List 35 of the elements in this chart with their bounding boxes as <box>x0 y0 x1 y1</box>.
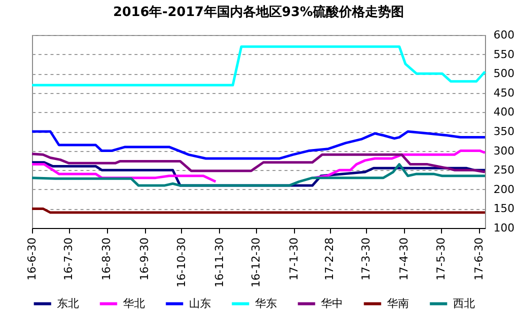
x-tick-label: 16-9-30 <box>138 238 152 280</box>
y-tick-label: 300 <box>494 144 514 158</box>
legend-label: 华北 <box>123 296 145 310</box>
legend-label: 华中 <box>321 296 343 310</box>
x-tick-label: 17-3-30 <box>360 238 373 280</box>
y-tick-label: 250 <box>494 164 514 177</box>
x-tick-label: 17-4-30 <box>398 238 411 280</box>
line-series <box>30 45 486 86</box>
x-tick-label: 17-5-30 <box>434 238 448 280</box>
x-tick-label: 16-11-30 <box>212 238 226 288</box>
legend-label: 华南 <box>387 296 409 310</box>
y-tick-label: 550 <box>494 48 514 61</box>
x-tick-label: 17-6-30 <box>472 238 486 280</box>
x-tick-label: 17-1-30 <box>288 238 301 280</box>
line-series <box>30 152 486 174</box>
x-tick-label: 16-12-30 <box>250 238 263 288</box>
x-tick-label: 16-10-30 <box>174 238 188 288</box>
y-tick-label: 500 <box>494 67 514 80</box>
y-tick-label: 200 <box>494 182 514 196</box>
line-series <box>30 130 486 160</box>
chart-title: 2016年-2017年国内各地区93%硫酸价格走势图 <box>113 4 404 20</box>
y-tick-label: 100 <box>494 222 514 234</box>
x-tick-label: 16-8-30 <box>100 238 114 280</box>
y-tick-label: 600 <box>494 28 514 42</box>
y-tick-label: 350 <box>494 125 514 138</box>
x-tick-label: 16-6-30 <box>26 238 38 280</box>
y-tick-label: 150 <box>494 202 514 216</box>
legend-label: 山东 <box>189 296 211 310</box>
x-tick-label: 17-2-28 <box>323 238 336 280</box>
y-tick-label: 400 <box>494 106 514 119</box>
legend-label: 华东 <box>255 296 277 310</box>
legend-label: 东北 <box>57 296 79 310</box>
legend-label: 西北 <box>453 296 475 310</box>
y-tick-label: 450 <box>494 86 514 100</box>
x-tick-label: 16-7-30 <box>62 238 76 280</box>
